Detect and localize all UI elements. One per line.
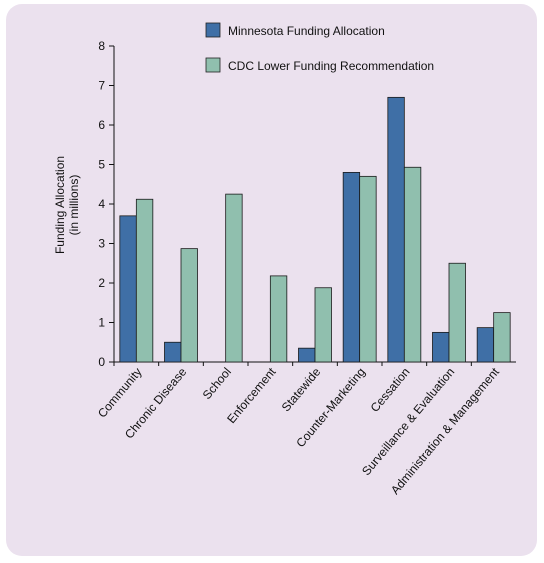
x-tick-label: Statewide (279, 365, 324, 415)
bar-minnesota (298, 347, 316, 363)
legend-label-cdc: CDC Lower Funding Recommendation (228, 59, 434, 73)
bar-cdc (225, 193, 243, 363)
legend-swatch-cdc (205, 57, 221, 73)
bar-cdc (448, 262, 466, 363)
bar-minnesota (476, 327, 495, 363)
bars (119, 96, 511, 363)
y-tick-label: 1 (98, 316, 105, 330)
y-tick-label: 5 (98, 158, 105, 172)
y-tick-label: 4 (98, 197, 105, 211)
legend: Minnesota Funding Allocation CDC Lower F… (205, 22, 434, 73)
y-tick-labels: 0 1 2 3 4 5 6 7 8 (98, 39, 114, 369)
bar-cdc (269, 275, 288, 363)
y-tick-label: 6 (98, 118, 105, 132)
bar-minnesota (432, 331, 450, 363)
bar-cdc (180, 248, 198, 363)
bar-minnesota (387, 96, 405, 363)
y-tick-label: 7 (98, 79, 105, 93)
y-axis-label: Funding Allocation (in millions) (53, 156, 81, 254)
bar-cdc (314, 287, 332, 363)
bar-cdc (493, 312, 511, 363)
bar-cdc (135, 198, 154, 363)
bar-minnesota (164, 341, 182, 363)
x-tick-label: School (200, 365, 234, 402)
bar-cdc (403, 166, 422, 363)
bar-minnesota (342, 171, 361, 363)
bar-minnesota (119, 215, 137, 363)
y-axis-label-line1: Funding Allocation (53, 156, 67, 254)
y-tick-label: 2 (98, 276, 105, 290)
y-tick-label: 3 (98, 237, 105, 251)
legend-label-minnesota: Minnesota Funding Allocation (228, 24, 385, 38)
x-tick-label: Community (95, 365, 145, 420)
bar-cdc (359, 175, 377, 363)
y-tick-label: 8 (98, 39, 105, 53)
legend-swatch-minnesota (205, 22, 221, 38)
y-axis-label-line2: (in millions) (67, 175, 81, 236)
x-tick-label: Cessation (368, 365, 413, 415)
y-tick-label: 0 (98, 355, 105, 369)
